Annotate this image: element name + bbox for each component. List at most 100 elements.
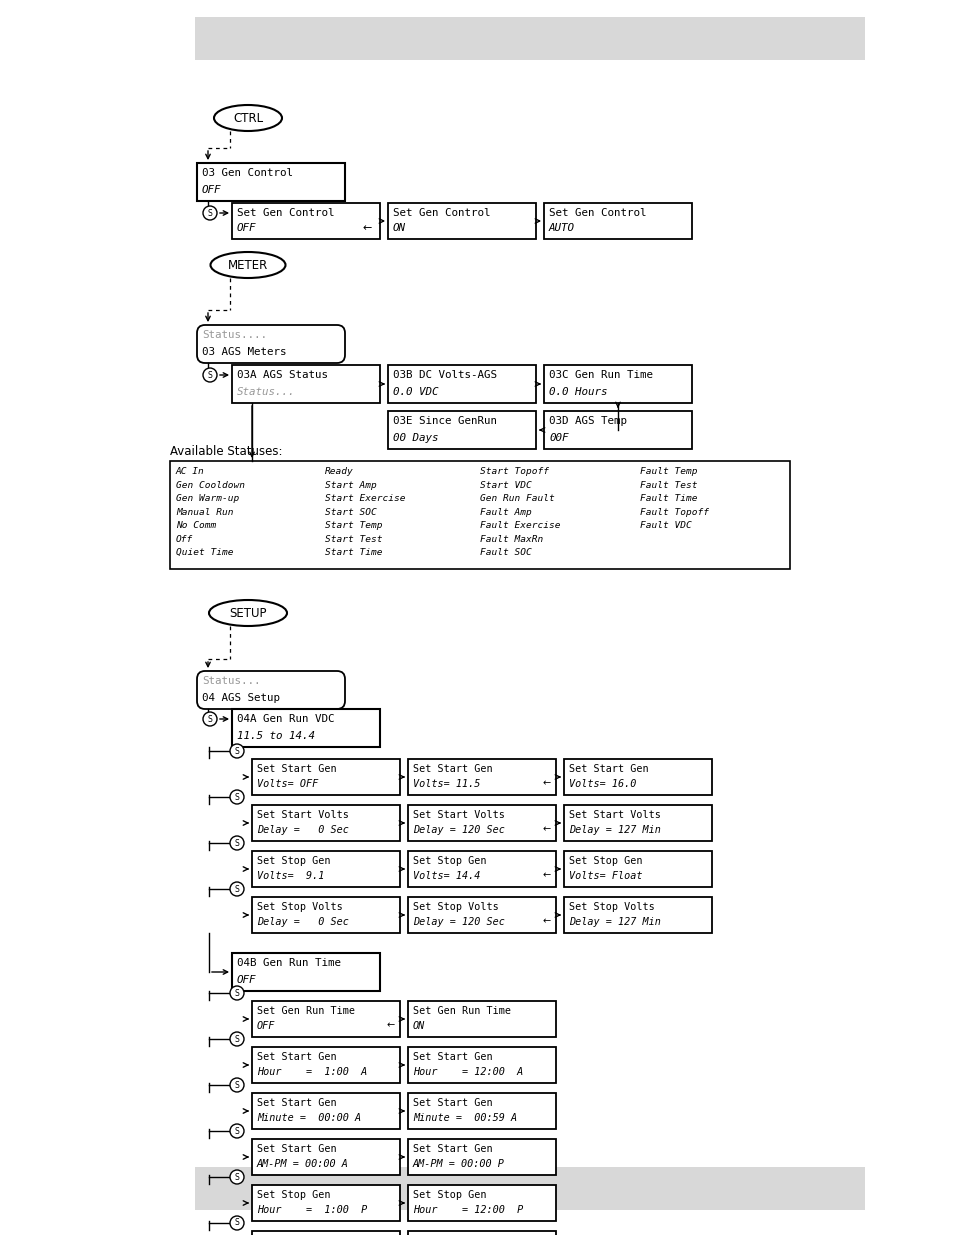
Bar (252, 1002, 399, 1037)
Text: Set Start Gen: Set Start Gen (413, 1052, 492, 1062)
Text: ←: ← (542, 824, 551, 834)
Text: S: S (234, 839, 239, 847)
Text: S: S (208, 715, 213, 724)
Text: Volts=  9.1: Volts= 9.1 (256, 871, 324, 881)
Text: Gen Cooldown: Gen Cooldown (175, 480, 245, 489)
Bar (408, 1047, 556, 1083)
Text: Volts= 16.0: Volts= 16.0 (568, 779, 636, 789)
Text: Set Gen Control: Set Gen Control (393, 207, 490, 219)
Text: Set Start Gen: Set Start Gen (413, 1098, 492, 1108)
Circle shape (203, 713, 216, 726)
Text: Fault Amp: Fault Amp (479, 508, 531, 516)
Text: 03E Since GenRun: 03E Since GenRun (393, 416, 497, 426)
Text: S: S (234, 884, 239, 893)
Circle shape (230, 882, 244, 897)
Text: Set Start Volts: Set Start Volts (256, 810, 349, 820)
Text: 04A Gen Run VDC: 04A Gen Run VDC (236, 714, 335, 724)
Text: Minute =  00:59 A: Minute = 00:59 A (413, 1113, 517, 1123)
Text: Gen Run Fault: Gen Run Fault (479, 494, 554, 503)
FancyBboxPatch shape (196, 325, 345, 363)
Text: Volts= 11.5: Volts= 11.5 (413, 779, 480, 789)
Text: S: S (234, 1219, 239, 1228)
Text: 11.5 to 14.4: 11.5 to 14.4 (236, 731, 314, 741)
Text: Set Start Gen: Set Start Gen (256, 1144, 336, 1153)
Text: Delay = 127 Min: Delay = 127 Min (568, 825, 660, 835)
Bar (563, 897, 711, 932)
Text: Set Stop Gen: Set Stop Gen (256, 856, 330, 866)
Text: Set Stop Volts: Set Stop Volts (413, 902, 498, 911)
Text: Hour    =  1:00  P: Hour = 1:00 P (256, 1205, 367, 1215)
Text: 00 Days: 00 Days (393, 433, 438, 443)
Text: Fault VDC: Fault VDC (639, 521, 691, 530)
Text: ←: ← (542, 778, 551, 788)
Text: Set Gen Run Time: Set Gen Run Time (413, 1007, 511, 1016)
Bar (194, 17, 864, 61)
Text: Set Start Gen: Set Start Gen (256, 1052, 336, 1062)
Bar (408, 1093, 556, 1129)
Circle shape (230, 790, 244, 804)
Text: ON: ON (393, 224, 406, 233)
Bar (252, 897, 399, 932)
Text: 03D AGS Temp: 03D AGS Temp (548, 416, 626, 426)
Text: Set Gen Control: Set Gen Control (548, 207, 646, 219)
Text: S: S (234, 1126, 239, 1135)
Circle shape (230, 743, 244, 758)
Text: No Comm: No Comm (175, 521, 216, 530)
Bar (252, 805, 399, 841)
Bar (408, 1186, 556, 1221)
Circle shape (230, 836, 244, 850)
Bar (252, 1139, 399, 1174)
Text: ←: ← (387, 1020, 395, 1030)
Text: Fault Topoff: Fault Topoff (639, 508, 708, 516)
Bar (232, 203, 379, 240)
Text: 03 AGS Meters: 03 AGS Meters (202, 347, 286, 357)
Text: Set Start Volts: Set Start Volts (568, 810, 660, 820)
Text: Fault Temp: Fault Temp (639, 467, 697, 475)
Text: Minute =  00:00 A: Minute = 00:00 A (256, 1113, 361, 1123)
Text: AC In: AC In (175, 467, 205, 475)
Text: Start Temp: Start Temp (325, 521, 382, 530)
Bar (563, 805, 711, 841)
Text: 0.0 VDC: 0.0 VDC (393, 387, 438, 396)
Text: Set Stop Gen: Set Stop Gen (413, 856, 486, 866)
Bar (408, 851, 556, 887)
Text: OFF: OFF (202, 185, 221, 195)
Text: Set Start Gen: Set Start Gen (256, 764, 336, 774)
Text: AUTO: AUTO (548, 224, 575, 233)
Ellipse shape (213, 105, 282, 131)
Text: Set Stop Volts: Set Stop Volts (256, 902, 342, 911)
Text: Delay = 120 Sec: Delay = 120 Sec (413, 825, 504, 835)
FancyBboxPatch shape (196, 671, 345, 709)
Text: ←: ← (542, 916, 551, 926)
Bar (252, 1047, 399, 1083)
Text: 03A AGS Status: 03A AGS Status (236, 370, 328, 380)
Text: Set Stop Gen: Set Stop Gen (413, 1191, 486, 1200)
Circle shape (230, 986, 244, 1000)
Bar (252, 760, 399, 795)
Text: Delay = 120 Sec: Delay = 120 Sec (413, 918, 504, 927)
Text: ←: ← (362, 224, 372, 233)
Text: Set Start Gen: Set Start Gen (256, 1098, 336, 1108)
Text: Start VDC: Start VDC (479, 480, 531, 489)
Ellipse shape (209, 600, 287, 626)
Text: S: S (234, 1172, 239, 1182)
Text: Set Start Gen: Set Start Gen (568, 764, 648, 774)
Text: Fault Exercise: Fault Exercise (479, 521, 560, 530)
Text: OFF: OFF (236, 224, 256, 233)
Text: Delay =   0 Sec: Delay = 0 Sec (256, 918, 349, 927)
Text: Off: Off (175, 535, 193, 543)
Text: Fault Time: Fault Time (639, 494, 697, 503)
Bar (196, 163, 345, 201)
Text: Start Time: Start Time (325, 548, 382, 557)
Text: Start Amp: Start Amp (325, 480, 376, 489)
Bar (252, 851, 399, 887)
Bar (408, 805, 556, 841)
Circle shape (230, 1124, 244, 1137)
Bar (388, 411, 536, 450)
Bar (408, 897, 556, 932)
Bar (408, 1002, 556, 1037)
Bar (194, 1167, 864, 1210)
Text: 0.0 Hours: 0.0 Hours (548, 387, 607, 396)
Text: Volts= OFF: Volts= OFF (256, 779, 318, 789)
Circle shape (230, 1170, 244, 1184)
